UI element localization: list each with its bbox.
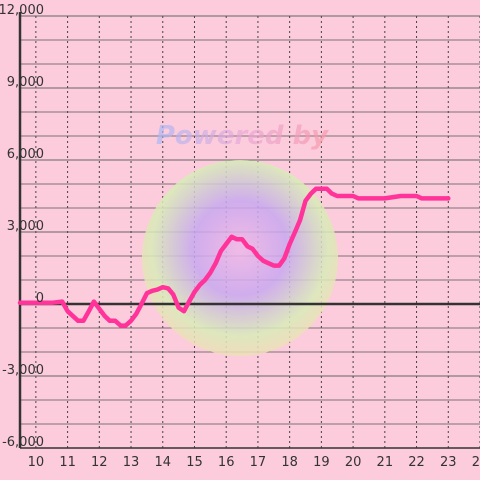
y-tick-label: 6,000 [7,147,44,162]
series [17,186,451,328]
y-tick-label: 9,000 [7,75,44,90]
series-line [17,186,451,328]
watermark: Powered by [142,121,338,356]
x-tick-label: 13 [123,455,140,470]
x-tick-label: 12 [91,455,108,470]
watermark-logo [142,160,338,356]
y-tick-label: -6,000 [2,435,44,450]
watermark-text: Powered by [156,121,329,151]
x-tick-label: 20 [345,455,362,470]
x-tick-label: 24 [472,455,480,470]
x-tick-label: 23 [440,455,457,470]
y-tick-label: 0 [36,291,44,306]
x-tick-label: 15 [186,455,203,470]
x-tick-label: 10 [28,455,45,470]
x-tick-label: 16 [218,455,235,470]
x-tick-label: 21 [377,455,394,470]
x-tick-label: 17 [250,455,267,470]
y-axis-labels: -6,000 -3,000 0 3,000 6,000 9,000 12,000 [0,3,44,450]
x-axis-labels: 10 11 12 13 14 15 16 17 18 19 20 21 22 23 24 [28,455,480,470]
x-tick-label: 22 [408,455,425,470]
x-tick-label: 18 [281,455,298,470]
x-tick-label: 14 [154,455,171,470]
y-tick-label: -3,000 [2,363,44,378]
x-tick-label: 19 [313,455,330,470]
x-tick-label: 11 [59,455,76,470]
y-tick-label: 12,000 [0,3,44,18]
y-tick-label: 3,000 [7,219,44,234]
